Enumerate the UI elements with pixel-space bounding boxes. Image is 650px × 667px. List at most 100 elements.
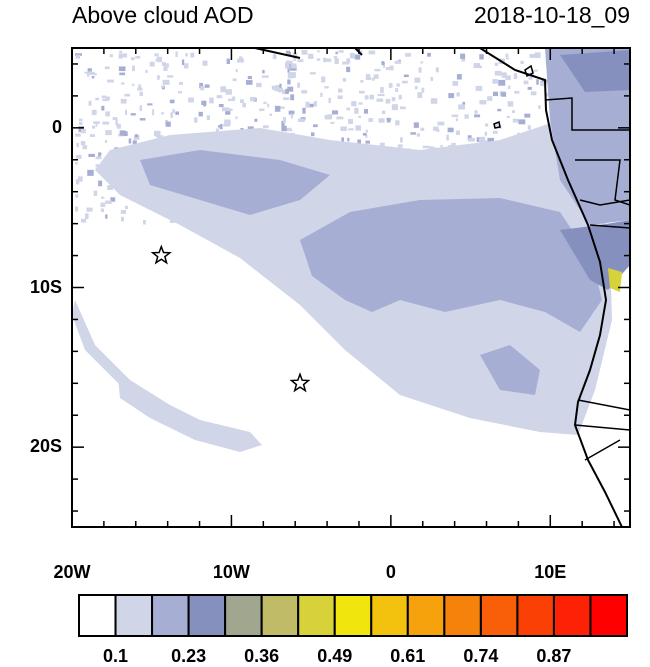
aod-speckle [447, 127, 454, 133]
aod-speckle [332, 110, 339, 115]
aod-speckle [308, 53, 314, 59]
aod-speckle [501, 72, 507, 78]
aod-speckle [76, 142, 79, 148]
aod-speckle [385, 98, 391, 104]
aod-speckle [147, 103, 153, 106]
aod-speckle [342, 61, 349, 65]
aod-speckle [538, 105, 541, 109]
aod-speckle [333, 55, 338, 59]
aod-speckle [358, 90, 365, 94]
aod-speckle [518, 119, 526, 125]
aod-speckle [358, 102, 363, 105]
aod-speckle [374, 68, 381, 72]
aod-speckle [495, 124, 502, 127]
aod-speckle [283, 97, 290, 101]
aod-speckle [297, 82, 301, 88]
aod-speckle [474, 110, 478, 114]
aod-speckle [340, 126, 347, 131]
aod-speckle [514, 90, 520, 94]
aod-speckle [267, 103, 270, 108]
x-tick-label: 10W [212, 562, 250, 582]
aod-speckle [360, 80, 364, 83]
aod-speckle [474, 114, 481, 118]
aod-speckle [263, 125, 269, 129]
aod-speckle [188, 97, 194, 103]
aod-speckle [456, 92, 460, 97]
aod-speckle [215, 128, 220, 135]
aod-speckle [422, 145, 430, 149]
aod-speckle [395, 120, 400, 126]
aod-speckle [385, 67, 391, 70]
aod-speckle [169, 99, 175, 104]
aod-speckle [540, 80, 545, 87]
aod-speckle [100, 208, 104, 213]
aod-speckle [293, 55, 297, 61]
aod-speckle [475, 85, 483, 91]
aod-speckle [80, 141, 86, 146]
aod-speckle [369, 94, 374, 100]
aod-speckle [359, 50, 363, 54]
aod-speckle [107, 185, 114, 190]
aod-speckle [324, 86, 329, 89]
aod-speckle [285, 88, 289, 94]
aod-speckle [201, 100, 207, 106]
aod-speckle [512, 110, 515, 114]
aod-medium-lobe [480, 345, 540, 395]
aod-speckle [456, 130, 460, 135]
aod-speckle [134, 134, 139, 138]
aod-speckle [396, 83, 400, 87]
aod-speckle [153, 130, 161, 137]
star-markers [150, 244, 311, 393]
aod-speckle [79, 122, 83, 126]
aod-speckle [285, 62, 290, 69]
colorbar-label: 0.74 [463, 646, 499, 666]
aod-speckle [501, 92, 507, 97]
aod-speckle [228, 98, 234, 102]
aod-speckle [105, 130, 112, 136]
aod-speckle [455, 118, 458, 122]
map-title: Above cloud AOD [72, 2, 254, 28]
aod-speckle [139, 118, 146, 121]
aod-speckle [220, 86, 227, 93]
aod-speckle [346, 58, 351, 64]
aod-speckle [467, 135, 472, 141]
aod-speckle [279, 83, 282, 89]
aod-speckle [79, 118, 83, 122]
aod-speckle [365, 129, 368, 133]
aod-speckle [348, 118, 354, 124]
aod-yellow-spot [608, 268, 622, 292]
axis-ticks [71, 48, 630, 527]
aod-speckle [242, 102, 246, 108]
aod-speckle [430, 77, 433, 81]
aod-speckle [507, 101, 514, 107]
aod-speckle [292, 52, 298, 59]
aod-speckle [473, 63, 481, 69]
aod-speckle [520, 60, 524, 64]
aod-speckle [247, 75, 252, 80]
aod-speckle [285, 60, 293, 65]
aod-speckle [152, 109, 155, 116]
aod-medium-band [140, 150, 330, 215]
aod-speckle [365, 74, 371, 77]
aod-speckle [91, 125, 96, 129]
aod-speckle [379, 142, 385, 146]
aod-speckle [161, 85, 165, 88]
aod-speckle [165, 121, 171, 127]
aod-speckle [240, 99, 244, 104]
aod-speckle [93, 190, 98, 196]
colorbar-box [552, 594, 592, 637]
aod-speckle [395, 88, 399, 92]
aod-speckle [460, 53, 466, 59]
aod-speckle [75, 194, 79, 198]
aod-speckle [357, 139, 361, 145]
aod-speckle [310, 132, 315, 137]
timestamp: 2018-10-18_09 [473, 2, 630, 28]
aod-speckle [157, 75, 160, 80]
aod-speckle [320, 92, 323, 97]
aod-speckle [131, 83, 135, 86]
aod-speckle [235, 116, 238, 120]
aod-speckle [346, 107, 350, 111]
aod-speckle [316, 58, 321, 61]
aod-speckle [277, 106, 285, 109]
aod-speckle [380, 87, 384, 93]
